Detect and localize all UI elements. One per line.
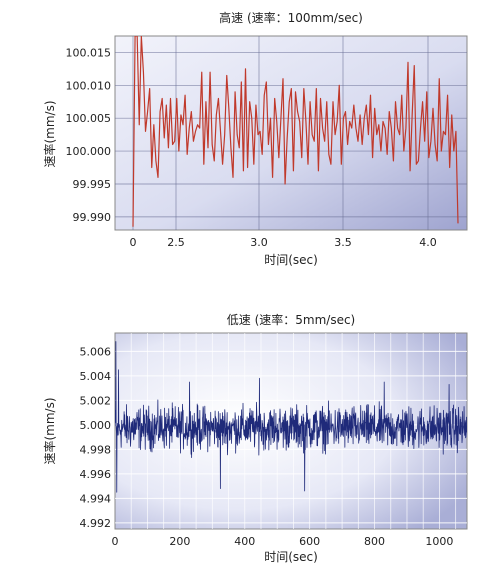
chart-1-y-axis-label: 速率(mm/s)	[42, 100, 57, 167]
chart-2-x-tick-label: 1000	[425, 535, 453, 548]
chart-2-y-ticks: 5.006 5.004 5.002 5.000 4.998 4.996 4.994 4.992	[80, 345, 112, 530]
chart-2-x-tick-label: 400	[234, 535, 255, 548]
chart-1-series-line	[132, 36, 459, 227]
chart-2-y-tick-label: 4.992	[80, 517, 112, 530]
chart-low-speed: 低速 (速率：5mm/sec) 5.006 5.004 5.002 5.000 4.99…	[42, 312, 468, 564]
chart-2-x-tick-label: 800	[364, 535, 385, 548]
chart-2-y-tick-label: 5.000	[80, 419, 112, 432]
chart-2-y-tick-label: 5.006	[80, 345, 112, 358]
chart-1-x-tick-label: 3.5	[334, 236, 352, 249]
chart-2-series-line	[115, 341, 467, 493]
chart-2-y-tick-label: 4.998	[80, 443, 112, 456]
chart-1-y-tick-label: 100.005	[66, 112, 112, 125]
chart-1-x-tick-label: 2.5	[167, 236, 185, 249]
chart-2-x-ticks: 0 200 400 600 800 1000	[112, 535, 454, 548]
chart-2-x-axis-label: 时间(sec)	[264, 550, 318, 564]
chart-1-y-tick-label: 100.010	[66, 79, 112, 92]
chart-1-y-tick-label: 99.990	[73, 211, 112, 224]
chart-1-x-axis-label: 时间(sec)	[264, 253, 318, 267]
chart-2-title: 低速 (速率：5mm/sec)	[227, 312, 355, 327]
chart-1-title: 高速 (速率：100mm/sec)	[219, 10, 363, 25]
chart-1-x-tick-label: 4.0	[419, 236, 437, 249]
chart-1-y-tick-label: 100.015	[66, 46, 112, 59]
chart-2-y-tick-label: 5.002	[80, 394, 112, 407]
chart-1-y-tick-label: 100.000	[66, 145, 112, 158]
chart-2-y-tick-label: 4.996	[80, 468, 112, 481]
chart-1-x-tick-label: 0	[130, 236, 137, 249]
chart-2-y-axis-label: 速率(mm/s)	[42, 397, 57, 464]
chart-high-speed: 高速 (速率：100mm/sec) 100.015100.010100.0051…	[42, 10, 468, 267]
chart-2-y-tick-label: 4.994	[80, 492, 112, 505]
chart-1-x-ticks: 0 2.5 3.0 3.5 4.0	[130, 236, 437, 249]
chart-2-y-tick-label: 5.004	[80, 370, 112, 383]
chart-2-x-tick-label: 200	[169, 535, 190, 548]
chart-1-y-tick-label: 99.995	[73, 178, 112, 191]
chart-2-x-tick-label: 600	[299, 535, 320, 548]
chart-2-x-tick-label: 0	[112, 535, 119, 548]
chart-1-x-tick-label: 3.0	[250, 236, 268, 249]
chart-1-y-ticks: 100.015 100.010 100.005 100.000 99.995 99.990	[66, 46, 112, 223]
